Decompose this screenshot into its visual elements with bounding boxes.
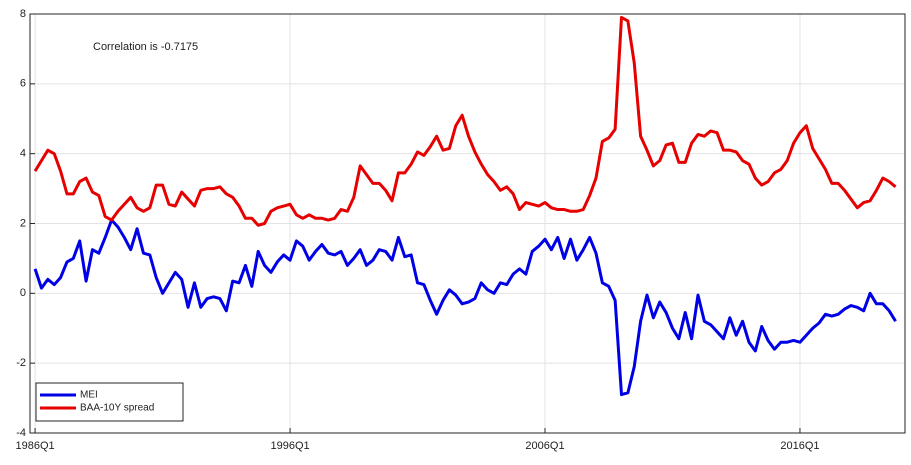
x-tick-label: 2006Q1	[525, 440, 564, 452]
y-tick-label: -4	[16, 427, 26, 439]
y-tick-label: 6	[20, 78, 26, 90]
x-tick-label: 1986Q1	[16, 440, 55, 452]
x-tick-label: 1996Q1	[270, 440, 309, 452]
line-series	[33, 218, 897, 397]
y-tick-label: 4	[20, 148, 26, 160]
y-tick-label: -2	[16, 357, 26, 369]
line-series	[33, 15, 897, 227]
x-tick-label: 2016Q1	[780, 440, 819, 452]
y-tick-label: 8	[20, 8, 26, 20]
legend-box	[35, 382, 184, 422]
annotation: Correlation is -0.7175	[93, 41, 198, 53]
legend-label: BAA-10Y spread	[80, 403, 154, 414]
legend-label: MEI	[80, 390, 98, 401]
y-tick-label: 0	[20, 287, 26, 299]
y-tick-label: 2	[20, 217, 26, 229]
